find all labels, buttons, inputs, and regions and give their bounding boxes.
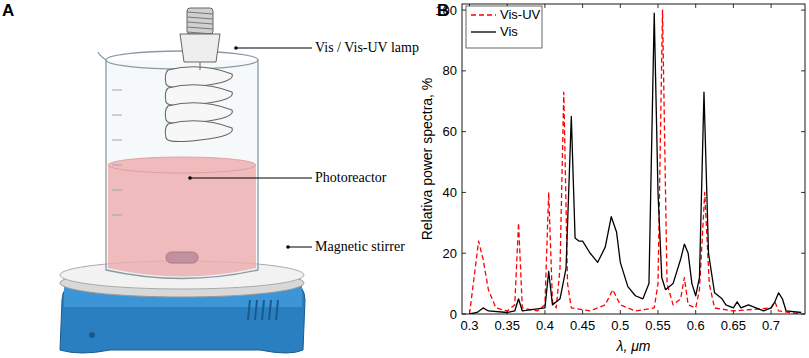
graduation bbox=[112, 165, 122, 166]
leader-dot bbox=[286, 245, 290, 249]
diagram-label: Magnetic stirrer bbox=[315, 239, 405, 254]
y-axis-label: Relativa power spectra, % bbox=[419, 78, 435, 241]
y-tick-right bbox=[801, 192, 805, 193]
x-tick-top bbox=[695, 4, 696, 8]
x-tick-top bbox=[771, 4, 772, 8]
lamp-neck bbox=[180, 34, 220, 62]
lamp-coil bbox=[165, 121, 232, 142]
diagram-label: Photoreactor bbox=[315, 170, 387, 185]
x-tick bbox=[695, 310, 696, 314]
thread bbox=[187, 27, 213, 29]
graduation bbox=[112, 140, 122, 141]
x-tick-top bbox=[620, 4, 621, 8]
legend-box bbox=[466, 6, 542, 48]
y-tick-right bbox=[801, 131, 805, 132]
x-tick-label: 0.55 bbox=[645, 318, 670, 333]
x-tick-label: 0.5 bbox=[611, 318, 629, 333]
graduation bbox=[112, 215, 122, 216]
x-tick bbox=[620, 310, 621, 314]
leader-line bbox=[288, 247, 312, 248]
y-tick-right bbox=[801, 70, 805, 71]
series-group bbox=[470, 10, 802, 314]
legend: Vis-UV Vis bbox=[466, 6, 542, 48]
vent bbox=[248, 300, 250, 320]
diagram: Vis / Vis-UV lamp Photoreactor Magnetic st… bbox=[60, 8, 419, 353]
vent bbox=[262, 300, 264, 320]
diagram-label: Vis / Vis-UV lamp bbox=[315, 40, 419, 55]
y-tick-right bbox=[801, 253, 805, 254]
x-tick bbox=[658, 310, 659, 314]
x-tick-label: 0.7 bbox=[762, 318, 780, 333]
series-line bbox=[470, 10, 802, 314]
x-tick bbox=[544, 310, 545, 314]
legend-swatch bbox=[471, 31, 496, 32]
vent bbox=[255, 300, 257, 320]
graduation bbox=[112, 90, 122, 91]
y-tick bbox=[462, 253, 466, 254]
vent bbox=[269, 300, 271, 320]
x-tick-label: 0.4 bbox=[536, 318, 554, 333]
y-tick-label: 0 bbox=[450, 307, 457, 322]
x-tick-top bbox=[733, 4, 734, 8]
x-tick-label: 0.65 bbox=[721, 318, 746, 333]
leader-dot bbox=[188, 176, 192, 180]
x-tick-label: 0.35 bbox=[495, 318, 520, 333]
x-tick bbox=[771, 310, 772, 314]
x-tick-top bbox=[658, 4, 659, 8]
legend-swatch bbox=[471, 14, 496, 15]
thread bbox=[187, 12, 213, 14]
stirrer-knob bbox=[89, 332, 95, 338]
y-tick-label: 100 bbox=[435, 3, 457, 18]
vent bbox=[276, 300, 278, 320]
lamp-link bbox=[200, 62, 201, 70]
y-tick bbox=[462, 192, 466, 193]
beaker bbox=[106, 60, 258, 279]
panel-label: A bbox=[2, 1, 14, 20]
graduation bbox=[112, 190, 122, 191]
y-tick-label: 60 bbox=[443, 124, 457, 139]
x-tick-label: 0.6 bbox=[687, 318, 705, 333]
y-tick bbox=[462, 70, 466, 71]
beaker-rim bbox=[106, 51, 258, 69]
y-tick-right bbox=[801, 10, 805, 11]
y-tick-label: 40 bbox=[443, 185, 457, 200]
beaker-spout bbox=[98, 52, 106, 60]
leader-line bbox=[190, 178, 312, 179]
legend-label: Vis-UV bbox=[500, 7, 541, 22]
thread bbox=[187, 17, 213, 19]
lamp-socket bbox=[187, 8, 213, 34]
y-tick-label: 20 bbox=[443, 246, 457, 261]
x-tick-label: 0.3 bbox=[460, 318, 478, 333]
chart: 0.3 0.35 0.4 0.45 0.5 0.55 0.6 0.65 0.7 0 20 40 60 80… bbox=[419, 3, 805, 354]
plot-frame bbox=[462, 4, 805, 314]
thread bbox=[187, 22, 213, 24]
x-tick bbox=[582, 310, 583, 314]
x-tick-label: 0.45 bbox=[570, 318, 595, 333]
y-tick bbox=[462, 131, 466, 132]
graduation bbox=[112, 115, 122, 116]
y-tick bbox=[462, 10, 466, 11]
x-tick-top bbox=[582, 4, 583, 8]
leader-line bbox=[236, 48, 312, 49]
legend-label: Vis bbox=[500, 24, 518, 39]
leader-dot bbox=[234, 46, 238, 50]
x-axis-label: λ, μm bbox=[615, 338, 650, 354]
series-line bbox=[470, 13, 802, 314]
y-tick-label: 80 bbox=[443, 63, 457, 78]
x-tick-top bbox=[544, 4, 545, 8]
